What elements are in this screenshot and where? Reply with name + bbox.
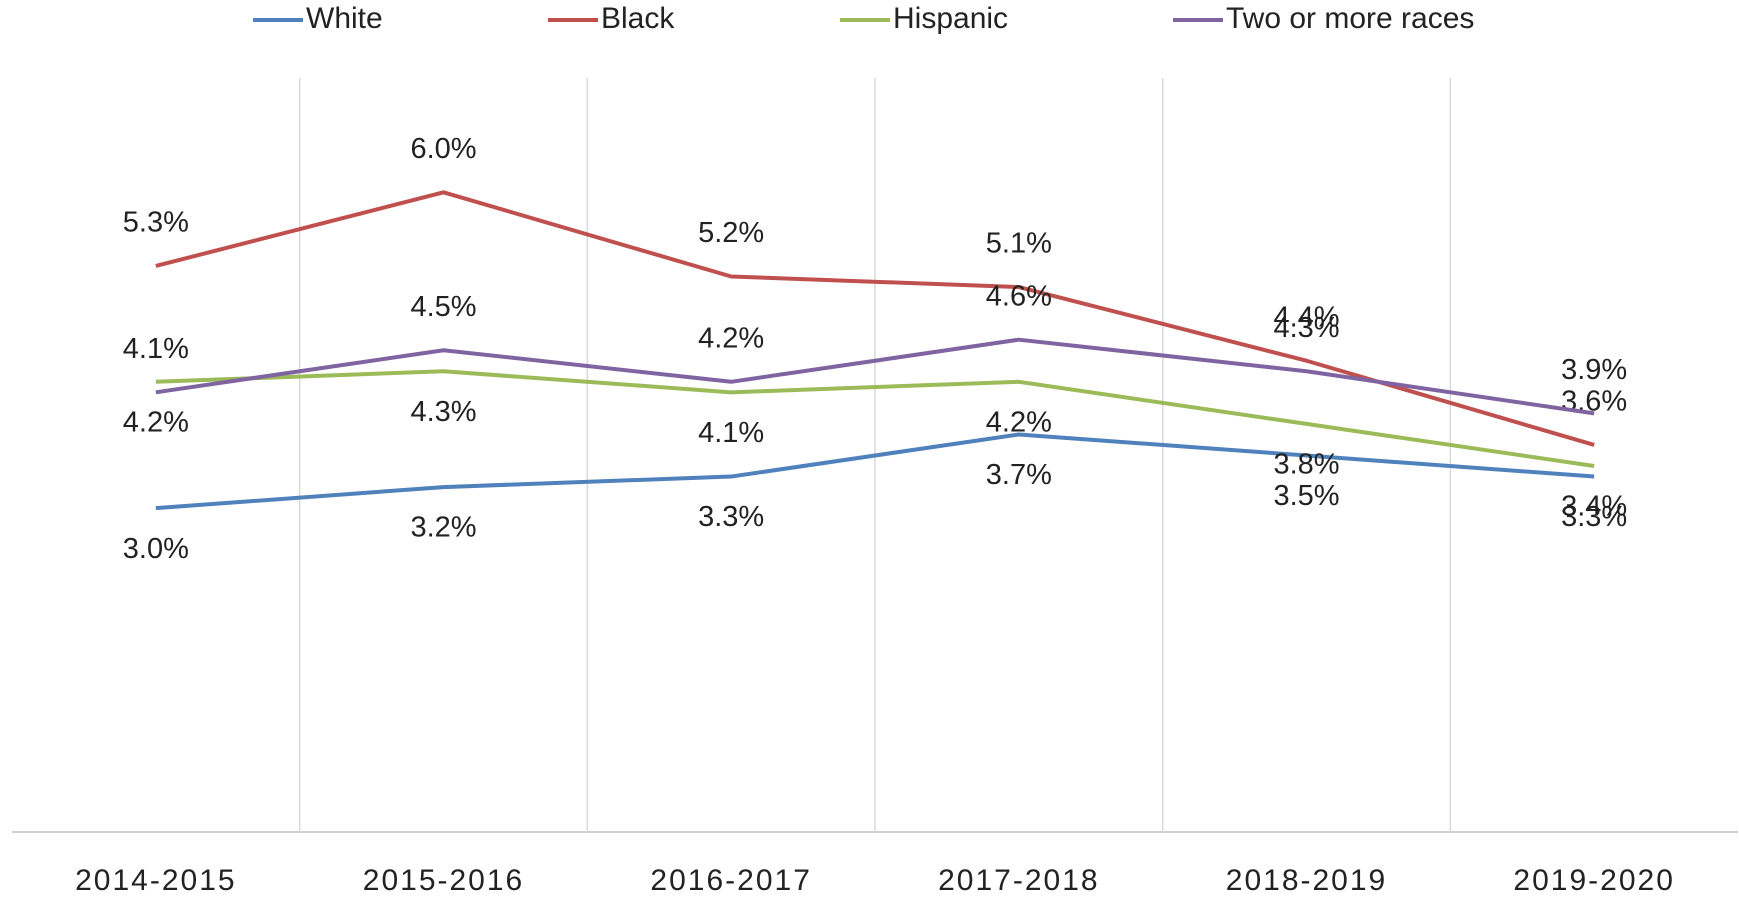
x-tick-label: 2014-2015 <box>75 864 236 897</box>
x-tick-label: 2018-2019 <box>1226 864 1387 897</box>
data-label: 3.9% <box>1561 354 1627 386</box>
series-line <box>155 190 1595 447</box>
data-label: 3.8% <box>1273 449 1339 481</box>
series-line <box>155 432 1595 511</box>
data-label: 4.1% <box>123 333 189 365</box>
legend-label: Hispanic <box>893 2 1008 35</box>
data-label: 4.2% <box>123 406 189 438</box>
series-line <box>155 337 1595 416</box>
data-label: 3.2% <box>410 512 476 544</box>
data-label: 4.5% <box>410 291 476 323</box>
data-label: 4.2% <box>698 322 764 354</box>
data-label: 4.4% <box>1273 301 1339 333</box>
data-label: 6.0% <box>410 133 476 165</box>
x-tick-label: 2016-2017 <box>650 864 811 897</box>
data-label: 3.0% <box>123 533 189 565</box>
data-label: 3.5% <box>1273 480 1339 512</box>
data-label: 4.2% <box>986 406 1052 438</box>
data-label: 5.2% <box>698 217 764 249</box>
data-label: 5.1% <box>986 228 1052 260</box>
data-label: 3.3% <box>1561 501 1627 533</box>
legend-label: Black <box>601 2 675 35</box>
x-tick-label: 2017-2018 <box>938 864 1099 897</box>
x-tick-label: 2019-2020 <box>1513 864 1674 897</box>
data-label: 4.1% <box>698 417 764 449</box>
data-label: 3.3% <box>698 501 764 533</box>
data-label: 5.3% <box>123 207 189 239</box>
data-label: 4.6% <box>986 280 1052 312</box>
data-label: 3.4% <box>1561 491 1627 523</box>
data-label: 4.3% <box>1273 312 1339 344</box>
data-label: 3.7% <box>986 459 1052 491</box>
data-label: 4.3% <box>410 396 476 428</box>
legend-label: Two or more races <box>1226 2 1474 35</box>
x-tick-label: 2015-2016 <box>363 864 524 897</box>
legend-label: White <box>306 2 383 35</box>
series-line <box>155 369 1595 469</box>
